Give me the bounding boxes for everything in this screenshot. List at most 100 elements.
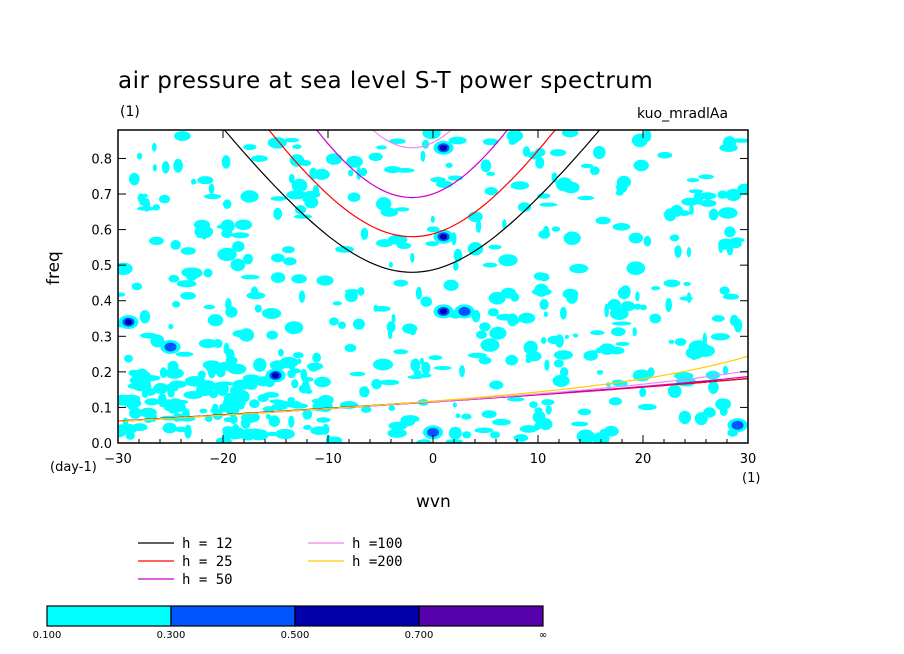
contour-cell [159,367,168,379]
contour-cell [395,168,415,173]
contour-cell [144,398,160,406]
contour-cell [489,380,504,390]
contour-cell [344,344,357,352]
dispersion-curves [118,130,748,423]
power-maximum [731,420,744,430]
contour-cell [287,397,296,403]
contour-cell [572,333,579,338]
contour-cell [430,215,435,223]
contour-cell [251,155,268,162]
contour-cell [141,193,148,198]
contour-cell [615,341,630,346]
contour-cell [428,355,443,361]
y-tick-label: 0.4 [91,295,112,310]
contour-cell [368,152,383,162]
contour-cell [250,286,259,299]
contour-cell [152,164,157,172]
contour-cell [275,428,295,440]
contour-cell [393,279,409,287]
legend-label: h =100 [352,536,403,552]
contour-cell [478,356,492,365]
x-tick-label: 0 [429,452,437,467]
power-maximum [164,342,177,352]
contour-cell [426,226,440,233]
contour-cell [416,439,432,443]
contour-cell [657,151,673,159]
contour-cell [379,379,400,386]
dispersion-curve-h12 [223,130,601,273]
contour-cell [481,410,497,419]
contour-cell [596,370,604,375]
colorbar-segment [46,605,172,627]
contour-cell [538,273,550,282]
y-tick-label: 0.2 [91,366,112,381]
contour-cell [312,352,321,363]
contour-cell [325,435,333,443]
contour-cell [198,338,218,349]
contour-cell [173,158,183,173]
contour-cell [737,183,748,195]
contour-cell [373,358,393,371]
contour-cell [221,155,231,169]
contour-cell [207,314,224,327]
contour-cell [518,312,536,324]
contour-cell [484,187,498,196]
contour-cell [273,207,283,220]
y-tick-label: 0.1 [91,401,112,416]
contour-cell [389,138,406,144]
contour-cell [669,234,680,242]
contour-cell [719,286,730,295]
contour-cell [492,418,511,426]
contour-cell [564,334,569,339]
contour-cell [360,406,372,413]
contour-cell [694,412,708,426]
contour-cell [376,197,392,211]
contour-cell [225,306,238,318]
contour-cell [459,365,465,378]
contour-cell [290,368,302,374]
contour-cell [262,308,282,319]
contour-cell [298,290,306,303]
contour-cell [455,413,461,419]
contour-cell [347,192,361,202]
contour-cell [689,204,694,216]
contour-cell [217,387,228,396]
contour-cell [266,330,279,340]
contour-cell [388,261,393,268]
contour-cell [373,304,378,312]
contour-cell [553,359,564,368]
contour-cell [205,362,225,374]
contour-cell [522,146,531,157]
x-tick-label: 30 [740,452,757,467]
contour-cell [391,313,396,324]
contour-cell [467,242,484,256]
colorbar-label: ∞ [539,630,547,641]
contour-cell [725,188,742,202]
contour-cell [569,263,589,274]
contour-cell [479,322,491,332]
contour-cell [722,365,729,375]
legend: h = 12 h = 25 h = 50 h =100 h =200 [138,536,403,588]
contour-cell [298,384,311,394]
contour-cell [708,380,719,394]
contour-cell [604,303,609,318]
contour-cell [381,307,388,312]
contour-cell [329,317,339,326]
contour-cell [482,138,499,146]
contour-cell [561,130,579,138]
contour-cell [639,387,647,398]
contour-cell [505,354,519,366]
contour-cell [123,398,142,409]
contour-cell [176,280,197,288]
contour-cell [453,248,463,262]
contour-cell [705,193,711,205]
contour-cell [715,398,730,411]
dispersion-curve-h200 [118,355,748,423]
contour-cell [563,231,581,245]
colorbar-segment [418,605,544,627]
contour-cell [174,426,188,433]
x-tick-label: −30 [104,452,131,467]
y-tick-label: 0.6 [91,224,112,239]
contour-cell [288,173,295,184]
contour-cell [168,274,180,283]
